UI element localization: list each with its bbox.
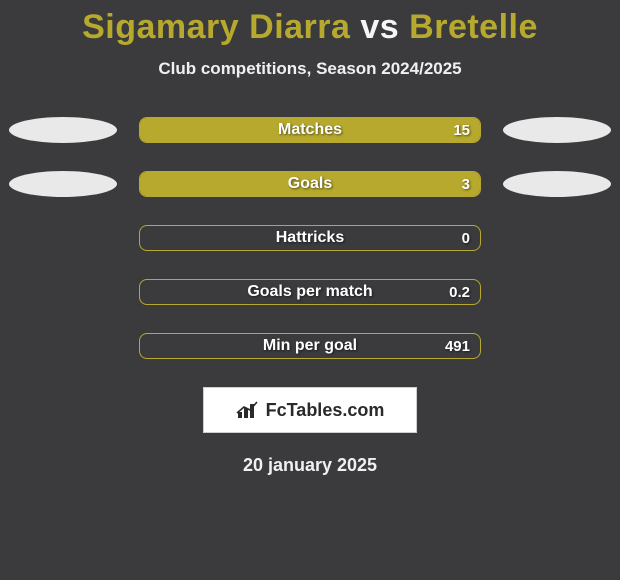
page-title: Sigamary Diarra vs Bretelle [0, 8, 620, 47]
player1-avatar [9, 117, 117, 143]
stat-label: Min per goal [140, 334, 480, 358]
brand-logo: FcTables.com [203, 387, 417, 433]
stat-value: 0 [462, 226, 470, 250]
avatar-spacer [503, 225, 611, 251]
stat-row: Goals3 [0, 171, 620, 197]
stat-bar: Goals per match0.2 [139, 279, 481, 305]
logo-text: FcTables.com [266, 400, 385, 421]
stat-bar-fill [140, 118, 480, 142]
stats-list: Matches15 Goals3 Hattricks0 Goals per match… [0, 117, 620, 359]
player2-avatar [503, 171, 611, 197]
date-label: 20 january 2025 [0, 455, 620, 476]
avatar-spacer [9, 225, 117, 251]
avatar-spacer [9, 279, 117, 305]
stat-label: Hattricks [140, 226, 480, 250]
vs-text: vs [360, 8, 399, 46]
player1-name: Sigamary Diarra [82, 8, 350, 46]
avatar-spacer [503, 333, 611, 359]
avatar-spacer [9, 333, 117, 359]
stat-value: 0.2 [449, 280, 470, 304]
subtitle: Club competitions, Season 2024/2025 [0, 59, 620, 79]
stat-bar-fill [140, 172, 480, 196]
stat-value: 491 [445, 334, 470, 358]
stat-row: Goals per match0.2 [0, 279, 620, 305]
stat-row: Matches15 [0, 117, 620, 143]
stat-row: Hattricks0 [0, 225, 620, 251]
comparison-panel: Sigamary Diarra vs Bretelle Club competi… [0, 0, 620, 476]
stat-bar: Min per goal491 [139, 333, 481, 359]
player2-name: Bretelle [409, 8, 538, 46]
stat-bar: Hattricks0 [139, 225, 481, 251]
stat-bar: Matches15 [139, 117, 481, 143]
stat-bar: Goals3 [139, 171, 481, 197]
stat-row: Min per goal491 [0, 333, 620, 359]
player1-avatar [9, 171, 117, 197]
stat-label: Goals per match [140, 280, 480, 304]
avatar-spacer [503, 279, 611, 305]
player2-avatar [503, 117, 611, 143]
bar-chart-icon [236, 400, 260, 420]
